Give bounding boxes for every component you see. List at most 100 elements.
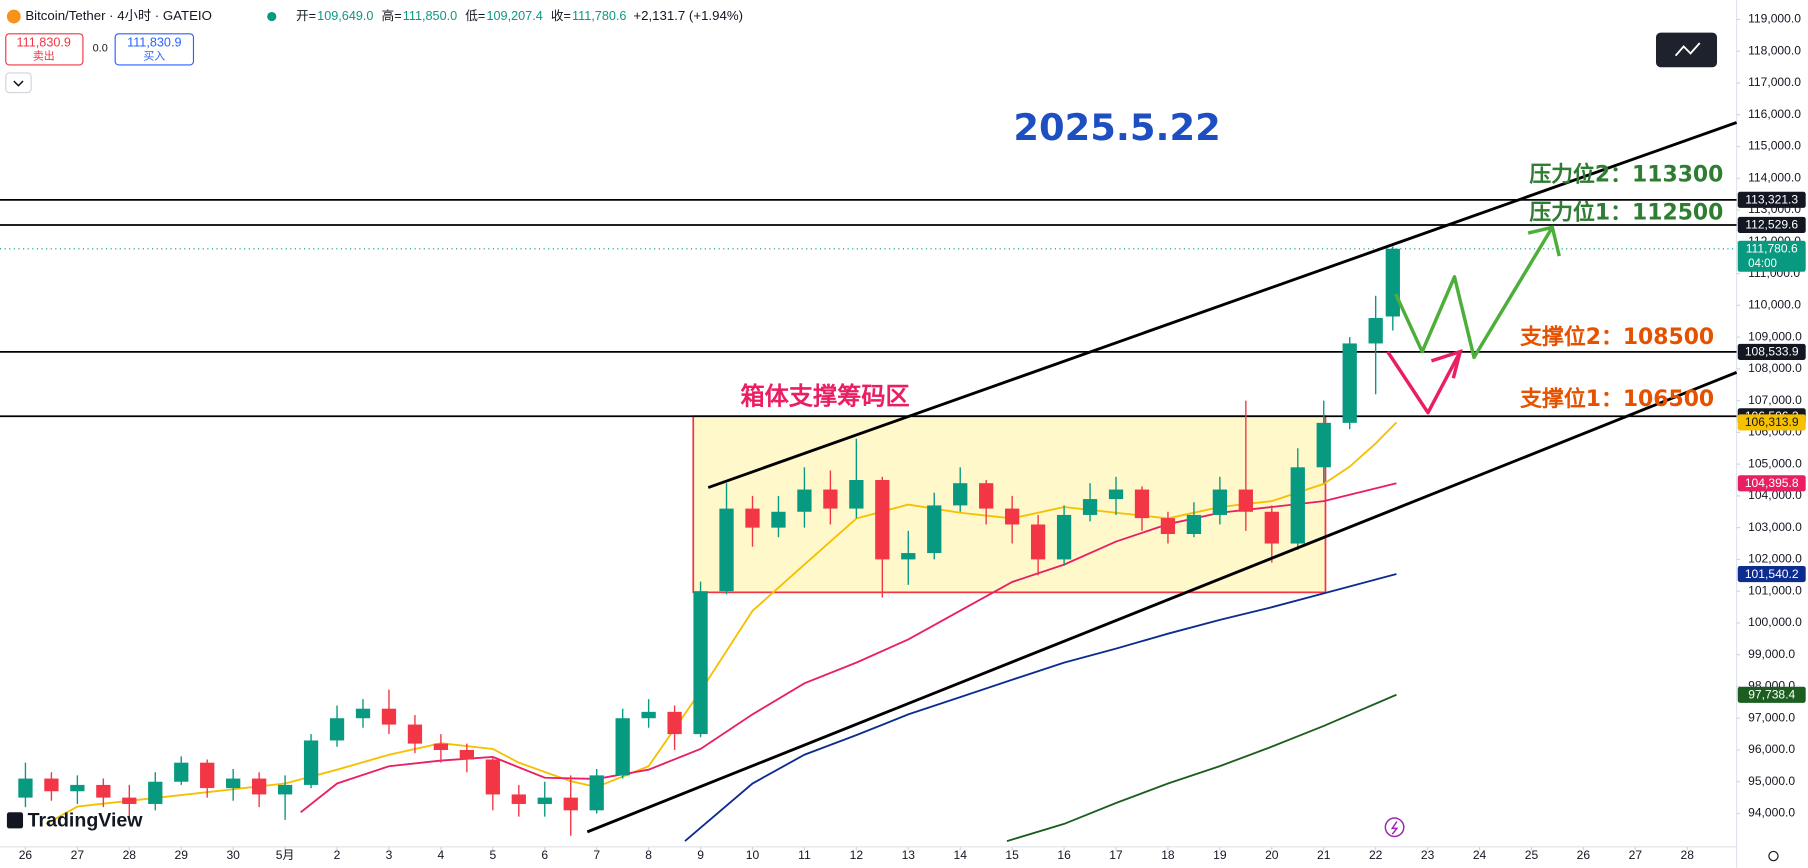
- sell-price[interactable]: 111,830.9: [17, 35, 71, 49]
- y-tick-label: 116,000.0: [1748, 107, 1801, 121]
- y-tick-label: 102,000.0: [1748, 552, 1802, 566]
- x-tick-label: 30: [226, 848, 240, 862]
- x-tick-label: 17: [1109, 848, 1123, 862]
- y-tick-label: 103,000.0: [1748, 520, 1802, 534]
- y-tick-label: 119,000.0: [1748, 12, 1801, 26]
- candle-body: [1030, 524, 1046, 560]
- y-tick-label: 96,000.0: [1748, 742, 1795, 756]
- candle-body: [329, 718, 345, 741]
- x-tick-label: 4: [438, 848, 445, 862]
- ma-badge-label: 101,540.2: [1745, 567, 1799, 581]
- channel-upper: [707, 121, 1738, 489]
- x-tick-label: 27: [71, 848, 85, 862]
- ma-badge-label: 104,395.8: [1745, 476, 1799, 490]
- y-tick-label: 117,000.0: [1748, 75, 1801, 89]
- x-tick-label: 24: [1473, 848, 1487, 862]
- x-tick-label: 2: [334, 848, 341, 862]
- candle-body: [667, 711, 682, 735]
- candle-body: [563, 797, 578, 811]
- candle-body: [407, 724, 423, 744]
- candle-body: [537, 797, 552, 804]
- buy-price[interactable]: 111,830.9: [127, 35, 181, 49]
- ohlc-value: 111,780.6: [572, 9, 626, 23]
- candle-body: [226, 778, 241, 789]
- ohlc-label: 低=: [465, 9, 485, 23]
- ma-badge: [1737, 414, 1806, 431]
- buy-label[interactable]: 买入: [143, 50, 165, 63]
- event-icon[interactable]: [1384, 817, 1405, 838]
- x-tick-label: 13: [902, 848, 916, 862]
- candle-body: [485, 759, 500, 795]
- y-tick-label: 104,000.0: [1748, 488, 1802, 502]
- x-tick-label: 28: [123, 848, 137, 862]
- logo: TradingView: [28, 810, 144, 832]
- candle-body: [589, 775, 604, 811]
- price-badge: [1737, 216, 1806, 234]
- y-tick-label: 105,000.0: [1748, 456, 1802, 470]
- x-tick-label: 6: [541, 848, 548, 862]
- price-badge-label: 108,533.9: [1745, 345, 1799, 359]
- symbol-title: Bitcoin/Tether · 4小时 · GATEIO: [25, 8, 212, 23]
- x-tick-label: 18: [1161, 848, 1175, 862]
- status-dot: [267, 11, 277, 22]
- candle-body: [459, 749, 475, 760]
- y-tick-label: 108,000.0: [1748, 361, 1802, 375]
- buy-button[interactable]: [114, 33, 195, 66]
- x-tick-label: 26: [1577, 848, 1591, 862]
- x-tick-label: 29: [175, 848, 189, 862]
- candle-body: [433, 743, 449, 750]
- y-tick-label: 99,000.0: [1748, 647, 1795, 661]
- candle-body: [174, 762, 189, 782]
- candle-body: [1290, 467, 1305, 544]
- support-box: [692, 415, 1327, 594]
- candle-body: [849, 480, 864, 509]
- candle-body: [381, 708, 397, 725]
- candle-body: [277, 784, 293, 795]
- moving-average: [684, 573, 1397, 842]
- event-glyph: [1390, 821, 1399, 835]
- ma-badge: [1737, 565, 1806, 583]
- candle-body: [122, 797, 137, 804]
- candle-body: [641, 711, 656, 719]
- x-tick-label: 28: [1681, 848, 1695, 862]
- ma-badge: [1737, 686, 1806, 703]
- candle-body: [44, 778, 59, 792]
- candle-body: [927, 505, 942, 554]
- candle-body: [355, 708, 371, 719]
- settings-icon[interactable]: [1768, 850, 1779, 862]
- x-tick-label: 23: [1421, 848, 1435, 862]
- ma-badge-label: 106,313.9: [1745, 415, 1799, 429]
- candle-body: [1005, 508, 1020, 525]
- candle-body: [1264, 511, 1279, 544]
- x-tick-label: 5月: [276, 848, 295, 862]
- price-badge: [1737, 343, 1806, 360]
- support-label: 支撑位2：108500: [1520, 324, 1714, 350]
- collapse-button[interactable]: [5, 72, 32, 94]
- candle-body: [1108, 489, 1124, 500]
- box-label: 箱体支撑筹码区: [740, 383, 909, 411]
- x-tick-label: 26: [19, 848, 33, 862]
- ohlc-value: 111,850.0: [403, 9, 457, 23]
- x-tick-label: 10: [746, 848, 760, 862]
- countdown: 04:00: [1748, 258, 1777, 270]
- x-tick-label: 19: [1213, 848, 1227, 862]
- candle-body: [511, 794, 526, 804]
- x-tick-label: 5: [489, 848, 496, 862]
- ma-badge-label: 97,738.4: [1748, 688, 1795, 702]
- y-tick-label: 95,000.0: [1748, 774, 1795, 788]
- arrow-head: [1527, 225, 1561, 257]
- chevron: [13, 80, 24, 87]
- channel-lower: [586, 371, 1738, 834]
- sell-label[interactable]: 卖出: [33, 49, 55, 63]
- x-tick-label: 16: [1057, 848, 1071, 862]
- arrow-head: [1430, 349, 1463, 379]
- projection-arrow-down: [1386, 350, 1462, 415]
- candle-body: [823, 489, 838, 509]
- x-tick-label: 12: [850, 848, 864, 862]
- y-tick-label: 107,000.0: [1748, 393, 1802, 407]
- x-tick-label: 7: [593, 848, 600, 862]
- last-price-label: 111,780.6: [1746, 242, 1798, 256]
- sell-button[interactable]: [5, 33, 84, 66]
- y-tick-label: 115,000.0: [1748, 139, 1801, 153]
